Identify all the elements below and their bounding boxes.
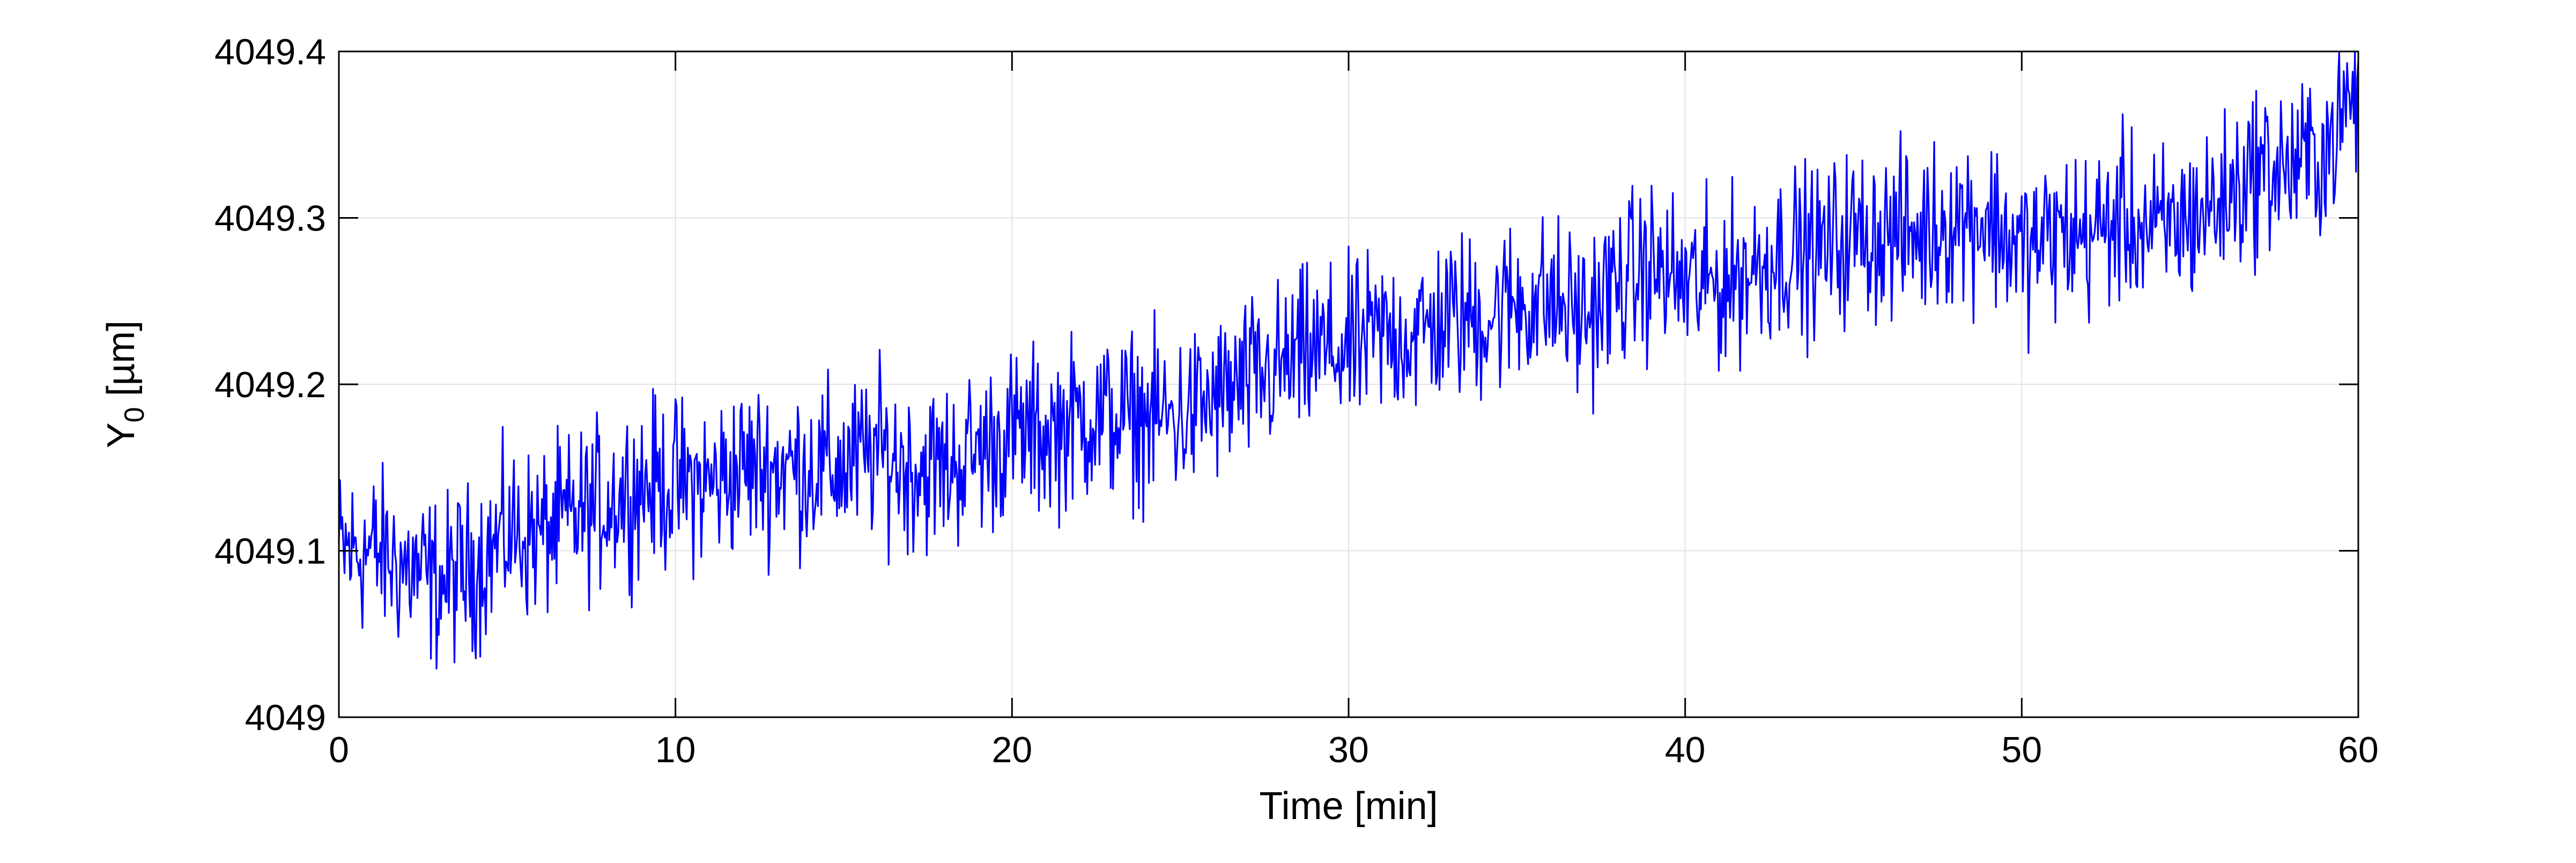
x-tick-label: 0 xyxy=(329,730,349,770)
y-axis-label: Y0 [µm] xyxy=(100,321,150,448)
y-tick-label: 4049 xyxy=(245,697,326,738)
y-tick-label: 4049.2 xyxy=(214,364,326,405)
y-axis-tick-labels: 4049 4049.1 4049.2 4049.3 4049.4 xyxy=(214,32,326,738)
x-axis-label: Time [min] xyxy=(1259,785,1438,828)
x-tick-label: 40 xyxy=(1665,730,1706,770)
y-axis-label-unit: [µm] xyxy=(100,321,143,407)
x-axis-tick-labels: 0 10 20 30 40 50 60 xyxy=(329,730,2379,770)
y-tick-label: 4049.3 xyxy=(214,198,326,239)
y-axis-label-main: Y xyxy=(100,422,143,448)
x-axis-label-text: Time [min] xyxy=(1259,785,1438,828)
x-tick-label: 50 xyxy=(2002,730,2042,770)
series-line xyxy=(338,50,2359,669)
tick-marks xyxy=(338,50,2359,718)
y-axis-label-subscript: 0 xyxy=(119,407,150,422)
y-tick-label: 4049.1 xyxy=(214,531,326,572)
x-tick-label: 20 xyxy=(992,730,1033,770)
x-tick-label: 60 xyxy=(2338,730,2379,770)
y-tick-label: 4049.4 xyxy=(214,32,326,72)
x-tick-label: 10 xyxy=(655,730,696,770)
x-tick-label: 30 xyxy=(1328,730,1369,770)
